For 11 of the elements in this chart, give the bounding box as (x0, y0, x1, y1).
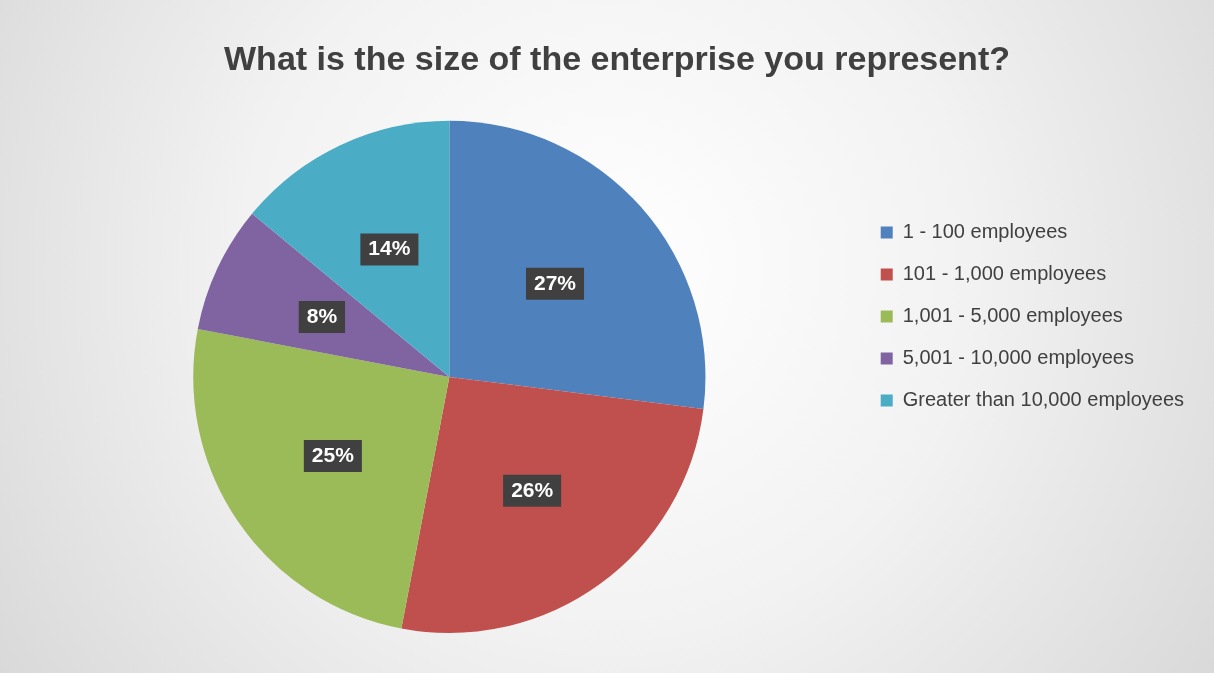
data-label: 14% (368, 236, 411, 260)
legend-label: Greater than 10,000 employees (902, 388, 1185, 411)
data-label: 8% (306, 303, 338, 327)
legend-label: 1 - 100 employees (902, 220, 1068, 243)
legend-label: 1,001 - 5,000 employees (902, 304, 1123, 327)
data-label: 27% (534, 270, 577, 294)
legend-label: 5,001 - 10,000 employees (902, 346, 1134, 369)
chart-title: What is the size of the enterprise you represent? (224, 38, 1010, 77)
legend-label: 101 - 1,000 employees (902, 262, 1107, 285)
data-label: 26% (511, 477, 554, 501)
data-label: 25% (311, 442, 355, 466)
